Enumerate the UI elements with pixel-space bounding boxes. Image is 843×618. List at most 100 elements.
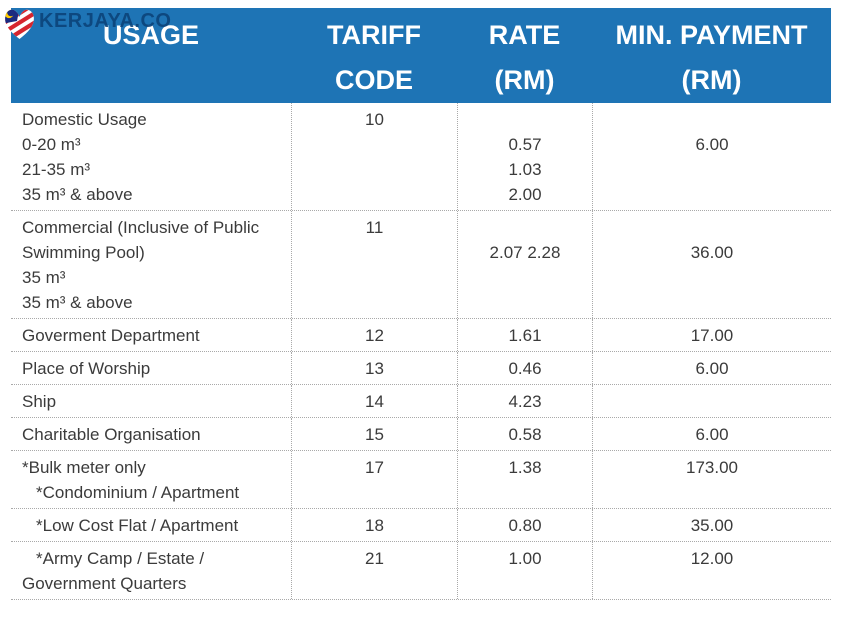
min-payment-cell: 12.00 <box>592 542 831 599</box>
column-header-line: MIN. PAYMENT <box>615 20 808 50</box>
tariff-code-cell: 15 <box>291 418 457 450</box>
tariff-code-value: 13 <box>365 359 384 378</box>
rate-cell: 0.57 1.03 2.00 <box>457 103 592 210</box>
min-payment-cell: 6.00 <box>592 418 831 450</box>
usage-cell: Goverment Department <box>11 319 291 351</box>
tariff-code-value: 18 <box>365 516 384 535</box>
rate-cell: 0.58 <box>457 418 592 450</box>
min-payment-cell: 173.00 <box>592 451 831 508</box>
tariff-code-cell: 21 <box>291 542 457 599</box>
rate-cell: 2.07 2.28 <box>457 211 592 318</box>
rate-value: 0.80 <box>508 516 542 535</box>
table-row: Goverment Department 12 1.61 17.00 <box>11 319 831 352</box>
usage-line: 0-20 m³ <box>22 135 81 154</box>
min-payment-cell: 36.00 <box>592 211 831 318</box>
rate-value: 0.57 <box>508 135 542 154</box>
min-payment-value: 36.00 <box>690 243 734 262</box>
column-header-line: TARIFF <box>327 20 421 50</box>
tariff-code-cell: 14 <box>291 385 457 417</box>
table-row: *Army Camp / Estate / Government Quarters… <box>11 542 831 600</box>
rate-value: 2.00 <box>508 185 542 204</box>
usage-line: Commercial (Inclusive of Public <box>22 218 260 237</box>
column-header-usage: USAGE <box>11 8 291 103</box>
tariff-code-cell: 18 <box>291 509 457 541</box>
column-header-line: (RM) <box>494 65 555 95</box>
min-payment-value: 35.00 <box>690 516 734 535</box>
rate-value <box>458 215 592 240</box>
usage-cell: *Army Camp / Estate / Government Quarters <box>11 542 291 599</box>
min-payment-value: 6.00 <box>695 425 729 444</box>
tariff-code-cell: 17 <box>291 451 457 508</box>
usage-cell: Charitable Organisation <box>11 418 291 450</box>
rate-value <box>458 107 592 132</box>
usage-cell: Domestic Usage 0-20 m³ 21-35 m³ 35 m³ & abo… <box>11 103 291 210</box>
min-payment-value <box>593 215 831 240</box>
min-payment-value: 17.00 <box>690 326 734 345</box>
usage-line: Ship <box>22 392 57 411</box>
table-header: USAGE TARIFF CODE RATE (RM) MIN. PAYMENT (RM) <box>11 8 831 103</box>
usage-cell: *Bulk meter only *Condominium / Apartment <box>11 451 291 508</box>
usage-line: Domestic Usage <box>22 110 147 129</box>
usage-line: *Army Camp / Estate / <box>36 549 205 568</box>
usage-line: *Bulk meter only <box>22 458 146 477</box>
usage-cell: Ship <box>11 385 291 417</box>
tariff-code-cell: 13 <box>291 352 457 384</box>
usage-line: Swimming Pool) <box>22 243 145 262</box>
rate-cell: 0.80 <box>457 509 592 541</box>
min-payment-cell <box>592 385 831 417</box>
usage-line: 35 m³ & above <box>22 185 133 204</box>
column-header-line: (RM) <box>681 65 742 95</box>
rate-value: 1.38 <box>508 458 542 477</box>
rate-value: 0.58 <box>508 425 542 444</box>
usage-line: Government Quarters <box>22 574 187 593</box>
tariff-code-value: 14 <box>365 392 384 411</box>
tariff-code-cell: 12 <box>291 319 457 351</box>
tariff-code-value: 15 <box>365 425 384 444</box>
tariff-code-value: 12 <box>365 326 384 345</box>
rate-cell: 1.38 <box>457 451 592 508</box>
min-payment-cell: 17.00 <box>592 319 831 351</box>
brand-name: KERJAYA.CO <box>39 10 172 32</box>
tariff-code-cell: 10 <box>291 103 457 210</box>
usage-cell: Place of Worship <box>11 352 291 384</box>
tariff-code-value: 17 <box>365 458 384 477</box>
rate-cell: 1.61 <box>457 319 592 351</box>
rate-value: 1.03 <box>508 160 542 179</box>
usage-cell: Commercial (Inclusive of Public Swimming … <box>11 211 291 318</box>
rate-value: 2.07 2.28 <box>489 243 561 262</box>
min-payment-value: 12.00 <box>690 549 734 568</box>
min-payment-cell: 35.00 <box>592 509 831 541</box>
column-header-min_payment: MIN. PAYMENT (RM) <box>592 8 831 103</box>
min-payment-cell: 6.00 <box>592 103 831 210</box>
usage-line: *Low Cost Flat / Apartment <box>36 516 239 535</box>
column-header-rate: RATE (RM) <box>457 8 592 103</box>
min-payment-value <box>593 389 831 414</box>
usage-line: 21-35 m³ <box>22 160 91 179</box>
column-header-tariff_code: TARIFF CODE <box>291 8 457 103</box>
table-body: Domestic Usage 0-20 m³ 21-35 m³ 35 m³ & abo… <box>11 103 831 600</box>
table-row: Place of Worship 13 0.46 6.00 <box>11 352 831 385</box>
min-payment-cell: 6.00 <box>592 352 831 384</box>
usage-line: Charitable Organisation <box>22 425 201 444</box>
table-row: *Bulk meter only *Condominium / Apartment… <box>11 451 831 509</box>
rate-cell: 4.23 <box>457 385 592 417</box>
rate-value: 0.46 <box>508 359 542 378</box>
tariff-table: USAGE TARIFF CODE RATE (RM) MIN. PAYMENT (RM) … <box>11 8 831 600</box>
min-payment-value: 6.00 <box>695 359 729 378</box>
column-header-line: RATE <box>488 20 561 50</box>
min-payment-value: 6.00 <box>695 135 729 154</box>
usage-line: Place of Worship <box>22 359 151 378</box>
min-payment-value: 173.00 <box>686 458 738 477</box>
column-header-line: CODE <box>334 65 413 95</box>
rate-cell: 1.00 <box>457 542 592 599</box>
table-row: Charitable Organisation 15 0.58 6.00 <box>11 418 831 451</box>
usage-line: *Condominium / Apartment <box>36 483 240 502</box>
tariff-code-value: 21 <box>365 549 384 568</box>
usage-line: 35 m³ & above <box>22 293 133 312</box>
table-row: Domestic Usage 0-20 m³ 21-35 m³ 35 m³ & abo… <box>11 103 831 211</box>
usage-cell: *Low Cost Flat / Apartment <box>11 509 291 541</box>
rate-value: 1.61 <box>508 326 542 345</box>
table-row: Ship 14 4.23 <box>11 385 831 418</box>
table-row: *Low Cost Flat / Apartment 18 0.80 35.00 <box>11 509 831 542</box>
